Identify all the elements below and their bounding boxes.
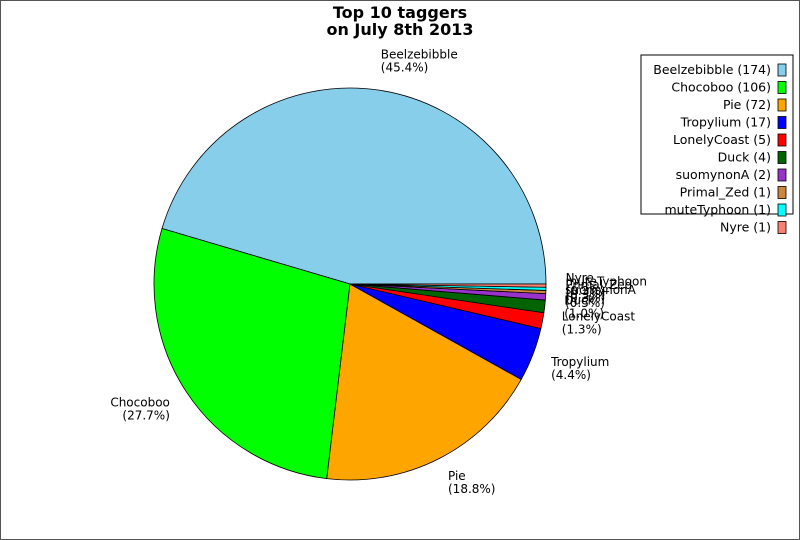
legend-label-lonelycoast: LonelyCoast (5): [673, 132, 771, 147]
slice-percent-primal-zed: (0.3%): [565, 291, 605, 305]
slice-label-suomynona: suomynonA: [565, 283, 637, 297]
legend-label-tropylium: Tropylium (17): [680, 115, 771, 130]
slice-percent-tropylium: (4.4%): [551, 368, 591, 382]
pie-slices: [153, 87, 547, 481]
legend-label-duck: Duck (4): [718, 150, 771, 165]
legend-label-pie: Pie (72): [723, 97, 771, 112]
legend-label-suomynona: suomynonA (2): [676, 167, 771, 182]
slice-label-primal-zed: Primal_Zed: [565, 278, 632, 292]
slice-percent-pie: (18.8%): [448, 482, 495, 496]
slice-labels: Beelzebibble(45.4%) Chocoboo(27.7%) Pie(18…: [110, 48, 647, 497]
slice-label-pie: Pie: [448, 469, 466, 483]
legend-box: [640, 54, 794, 215]
pie-slice-chocoboo: [153, 228, 351, 480]
slice-percent-suomynona: (0.5%): [565, 296, 605, 310]
legend-label-nyre: Nyre (1): [720, 220, 771, 235]
pie-slice-beelzebibble: [161, 87, 547, 285]
legend-swatch-duck: [777, 151, 787, 164]
slice-label-nyre: Nyre: [566, 271, 594, 285]
pie-slice-nyre: [349, 283, 547, 288]
slice-label-mutetyphoon: muteTyphoon: [566, 274, 647, 288]
legend-swatch-beelzebibble: [777, 63, 787, 77]
legend-label-primal-zed: Primal_Zed (1): [680, 185, 771, 200]
slice-percent-lonelycoast: (1.3%): [562, 322, 602, 336]
legend-swatch-tropylium: [777, 116, 787, 129]
legend-swatch-mutetyphoon: [777, 203, 787, 217]
slice-label-beelzebibble: Beelzebibble: [381, 48, 458, 62]
chart-title: Top 10 taggers on July 8th 2013: [326, 3, 473, 39]
legend-label-chocoboo: Chocoboo (106): [671, 80, 771, 95]
legend: Beelzebibble (174) Chocoboo (106) Pie (72)…: [640, 54, 794, 235]
slice-percent-duck: (1.0%): [564, 307, 604, 321]
slice-percent-chocoboo: (27.7%): [122, 409, 169, 423]
slice-label-duck: Duck: [564, 294, 594, 308]
legend-swatch-chocoboo: [777, 81, 787, 94]
slice-label-lonelycoast: LonelyCoast: [562, 309, 636, 323]
slice-label-chocoboo: Chocoboo: [110, 396, 170, 410]
slice-percent-mutetyphoon: (0.3%): [566, 287, 606, 301]
slice-percent-nyre: (0.3%): [566, 284, 606, 298]
legend-swatch-lonelycoast: [777, 133, 787, 147]
slice-label-tropylium: Tropylium: [550, 355, 609, 369]
legend-label-beelzebibble: Beelzebibble (174): [653, 62, 771, 77]
legend-label-mutetyphoon: muteTyphoon (1): [664, 202, 771, 217]
legend-swatch-primal-zed: [777, 186, 787, 199]
legend-swatch-nyre: [777, 221, 787, 234]
slice-percent-beelzebibble: (45.4%): [381, 61, 428, 75]
chart-title-line-2: on July 8th 2013: [326, 20, 473, 39]
pie-slice-pie: [326, 283, 522, 481]
legend-swatch-pie: [777, 98, 787, 112]
chart-title-line-1: Top 10 taggers: [333, 3, 467, 22]
legend-swatch-suomynona: [777, 168, 787, 182]
